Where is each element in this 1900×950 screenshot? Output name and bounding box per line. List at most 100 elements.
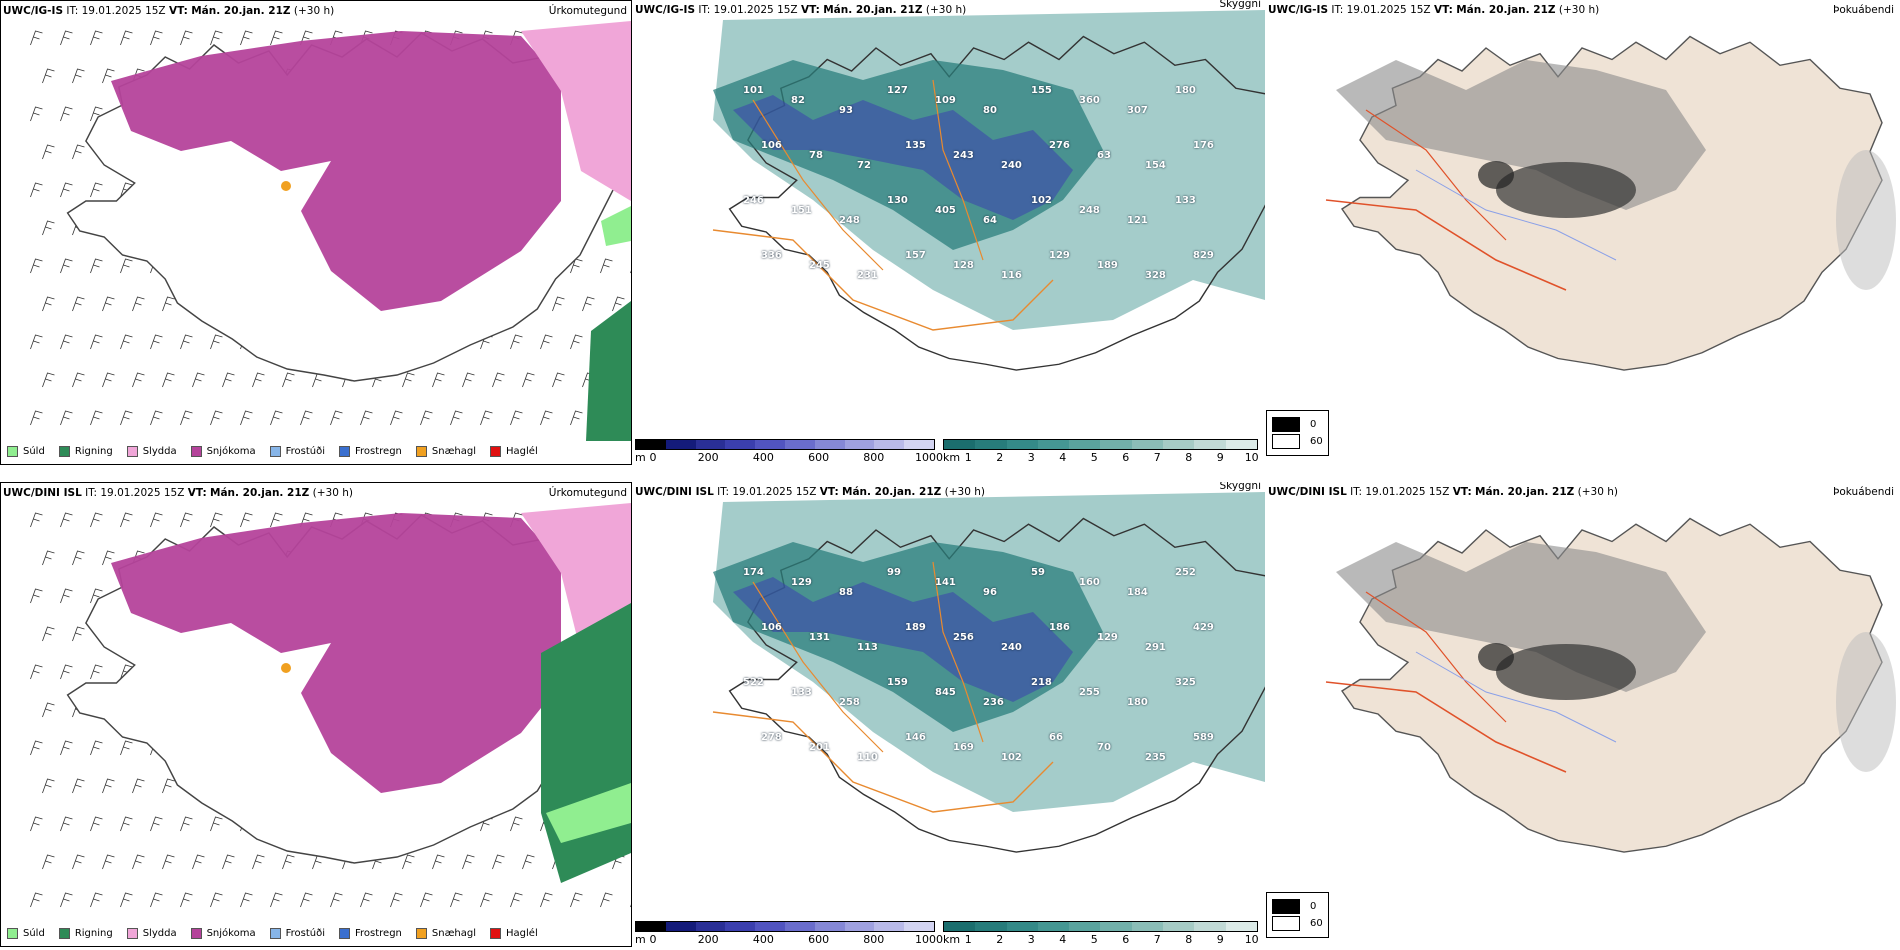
cloud-base-label: 135 <box>905 140 926 151</box>
legend-label: Haglél <box>506 928 538 939</box>
cloud-base-label: 325 <box>1175 677 1196 688</box>
colorbar-tick: 8 <box>1185 933 1193 946</box>
cloud-base-label: 276 <box>1049 140 1070 151</box>
cloud-base-label: 131 <box>809 632 830 643</box>
colorbar-tick: 3 <box>1027 933 1035 946</box>
fog-legend-item: 0 <box>1272 899 1323 914</box>
vt-label: VT: <box>819 486 839 498</box>
panel-type-label: Þokuábendi <box>1833 4 1894 16</box>
vt-label: VT: <box>168 5 188 17</box>
cloud-base-label: 102 <box>1001 752 1022 763</box>
lead-time: (+30 h) <box>925 4 967 16</box>
cloud-base-label: 154 <box>1145 160 1166 171</box>
legend-item: Slydda <box>126 928 177 939</box>
model-name: UWC/DINI ISL <box>3 487 82 499</box>
cloud-base-label: 589 <box>1193 732 1214 743</box>
hail-spot <box>281 181 291 191</box>
legend-label: Snæhagl <box>431 928 477 939</box>
fog-legend-swatch <box>1272 899 1300 914</box>
colorbar-tick: 4 <box>1059 933 1067 946</box>
colorbar-tick: 800 <box>863 451 885 464</box>
cloud-base-label: 180 <box>1127 697 1148 708</box>
vt-value: Mán. 20.jan. 21Z <box>842 486 942 498</box>
lead-time: (+30 h) <box>293 5 335 17</box>
colorbar-tick: 800 <box>863 933 885 946</box>
cloud-base-label: 160 <box>1079 577 1100 588</box>
fog-legend-label: 0 <box>1310 901 1317 912</box>
legend-swatch <box>58 446 70 457</box>
cloud-base-label: 405 <box>935 205 956 216</box>
colorbar-gradient <box>943 439 1258 450</box>
legend-swatch <box>58 928 70 939</box>
colorbar-tick: 600 <box>808 933 830 946</box>
it-label: IT: <box>698 4 711 16</box>
colorbar-ticks: m 0 200 400 600 800 1000 <box>635 933 943 947</box>
panel-type-label: Skyggni <box>1219 482 1262 492</box>
fog-map-svg <box>1325 517 1896 853</box>
colorbar-tick: 3 <box>1027 451 1035 464</box>
cloud-base-label: 429 <box>1193 622 1214 633</box>
colorbar-tick: 200 <box>697 933 719 946</box>
legend-label: Frostregn <box>355 928 402 939</box>
cloud-base-label: 845 <box>935 687 956 698</box>
cloud-base-label: 121 <box>1127 215 1148 226</box>
panel-type-label: Úrkomutegund <box>548 487 627 499</box>
legend-swatch <box>339 928 350 939</box>
fog-legend-item: 60 <box>1272 434 1323 449</box>
fog-legend: 0 60 <box>1266 410 1329 456</box>
vt-value: Mán. 20.jan. 21Z <box>1475 486 1575 498</box>
legend-label: Frostúði <box>285 928 325 939</box>
legend-item: Súld <box>7 446 45 457</box>
cloud-base-label: 113 <box>857 642 878 653</box>
cloud-base-label: 252 <box>1175 567 1196 578</box>
fog-legend-label: 60 <box>1310 436 1323 447</box>
model-name: UWC/IG-IS <box>1268 4 1329 16</box>
legend-item: Snæhagl <box>415 928 477 939</box>
colorbar-tick: 400 <box>752 933 774 946</box>
cloud-base-label: 248 <box>1079 205 1100 216</box>
cloud-base-label: 307 <box>1127 105 1148 116</box>
snow-area <box>111 513 561 793</box>
legend-label: Snjókoma <box>206 928 256 939</box>
cloud-base-label: 240 <box>1001 642 1022 653</box>
fog-legend-item: 60 <box>1272 916 1323 931</box>
cloud-base-label: 130 <box>887 195 908 206</box>
height-colorbar: m 0 200 400 600 800 1000 <box>635 921 943 947</box>
cloud-base-label: 235 <box>1145 752 1166 763</box>
colorbar-tick: 8 <box>1185 451 1193 464</box>
cloud-base-label: 174 <box>743 567 764 578</box>
legend-swatch <box>126 446 138 457</box>
km-colorbar: km 1 2 3 4 5 6 7 8 9 10 <box>943 921 1259 947</box>
cloud-base-label: 80 <box>983 105 997 116</box>
cloud-base-label: 146 <box>905 732 926 743</box>
cloud-base-label: 256 <box>953 632 974 643</box>
cloud-base-label: 102 <box>1031 195 1052 206</box>
colorbar-gradient <box>943 921 1258 932</box>
cloud-base-label: 360 <box>1079 95 1100 106</box>
legend-item: Haglél <box>490 928 538 939</box>
cloud-base-label: 88 <box>839 587 853 598</box>
cloud-base-label: 129 <box>1097 632 1118 643</box>
colorbar-tick: 9 <box>1216 933 1224 946</box>
colorbar-unit: m <box>635 451 646 464</box>
it-label: IT: <box>1331 4 1344 16</box>
legend-swatch <box>415 446 427 457</box>
legend-swatch <box>269 446 281 457</box>
cloud-base-label: 336 <box>761 250 782 261</box>
legend-item: Snjókoma <box>190 928 256 939</box>
legend-swatch <box>190 446 202 457</box>
legend-item: Snæhagl <box>415 446 476 457</box>
fog-legend-label: 0 <box>1310 419 1317 430</box>
legend-item: Frostúði <box>269 446 325 457</box>
precip-map-svg <box>30 503 631 908</box>
precip-legend: Súld Rigning Slydda Snjókoma Frostúði Frostre… <box>7 446 538 457</box>
cloud-base-label: 110 <box>857 752 878 763</box>
colorbar-unit: km <box>943 451 961 464</box>
colorbar-tick: 7 <box>1153 451 1161 464</box>
legend-label: Frostúði <box>285 446 325 457</box>
colorbar-tick: 5 <box>1090 933 1098 946</box>
legend-swatch <box>7 446 18 457</box>
cloud-base-label: 180 <box>1175 85 1196 96</box>
panel-header: UWC/IG-IS IT: 19.01.2025 15Z VT: Mán. 20… <box>3 5 334 17</box>
legend-label: Slydda <box>142 446 177 457</box>
